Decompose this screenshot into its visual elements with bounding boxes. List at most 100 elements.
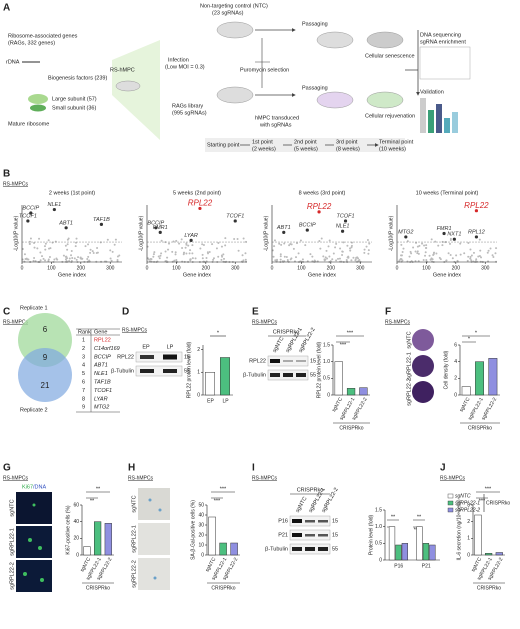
panel-e: CRISPRko sgNTC sgRPL22-1 sgRPL22-2 RPL22…	[243, 327, 364, 381]
background-point	[245, 260, 248, 263]
label: Cellular senescence	[365, 53, 415, 59]
rank: 5	[82, 371, 85, 377]
background-point	[205, 257, 208, 260]
y-axis-label: RPL22 protein level (fold)	[186, 341, 192, 398]
background-point	[449, 254, 452, 257]
label: (10 weeks)	[379, 146, 406, 152]
background-point	[412, 246, 415, 249]
background-point	[44, 248, 47, 251]
background-point	[242, 237, 245, 240]
background-point	[233, 238, 236, 241]
gene: RPL22	[94, 337, 111, 343]
background-point	[149, 257, 152, 260]
group-label: CRISPRko	[86, 585, 110, 591]
band	[140, 369, 154, 373]
panel-i: CRISPRko sgNTC sgRPL22-1 sgRPL22-2 P16 P…	[265, 487, 425, 555]
background-point	[449, 242, 452, 245]
background-point	[201, 253, 204, 256]
background-point	[44, 259, 47, 262]
background-point	[273, 239, 276, 242]
background-point	[201, 243, 204, 246]
panel-a: Ribosome-associated genes (RAGs, 332 gen…	[6, 3, 471, 152]
bar	[395, 544, 402, 561]
background-point	[168, 242, 171, 245]
background-point	[220, 245, 223, 248]
kda: 15	[184, 354, 190, 360]
background-point	[244, 240, 247, 243]
gene-label: LYAR	[184, 233, 198, 239]
background-point	[401, 259, 404, 262]
bar	[205, 372, 215, 396]
band-label: β-Tubulin	[243, 372, 266, 378]
y-tick-label: 0	[379, 557, 382, 563]
background-point	[295, 256, 298, 259]
gene-label: TAF1B	[93, 217, 110, 223]
background-point	[346, 244, 349, 247]
background-point	[86, 260, 89, 263]
background-point	[331, 258, 334, 261]
gene-point	[474, 209, 479, 213]
x-tick-label: sgNTC	[459, 396, 472, 413]
background-point	[422, 259, 425, 262]
y-tick-label: 50	[198, 502, 204, 508]
background-point	[367, 252, 370, 255]
bar	[429, 544, 436, 561]
y-tick-label: 0	[454, 392, 457, 398]
x-tick-label: 100	[422, 265, 431, 271]
background-point	[456, 259, 459, 262]
label: Infection	[168, 57, 189, 63]
background-point	[335, 242, 338, 245]
background-point	[430, 238, 433, 241]
gene: TCOF1	[94, 388, 112, 394]
venn-count: 9	[43, 353, 48, 362]
panel-j: *** ***	[476, 486, 500, 504]
gene-label: BCCIP	[22, 205, 39, 211]
background-point	[408, 255, 411, 258]
background-point	[318, 239, 321, 242]
background-point	[451, 257, 454, 260]
background-point	[335, 259, 338, 262]
background-point	[487, 249, 490, 252]
panel-label: D	[122, 307, 129, 318]
background-point	[70, 249, 73, 252]
background-point	[309, 253, 312, 256]
lane-label: EP	[142, 344, 150, 350]
band	[283, 360, 293, 362]
background-point	[366, 238, 369, 241]
y-tick-label: 0	[201, 552, 204, 558]
background-point	[111, 250, 114, 253]
background-point	[39, 251, 42, 254]
background-point	[328, 239, 331, 242]
background-point	[191, 252, 194, 255]
background-point	[474, 260, 477, 263]
background-point	[339, 260, 342, 263]
x-tick-label: 300	[106, 265, 115, 271]
group-label: CRISPRko	[339, 425, 363, 431]
y-tick-label: 1.5	[323, 342, 330, 348]
gene-point	[343, 219, 348, 223]
background-point	[491, 254, 494, 257]
background-point	[79, 256, 82, 259]
background-point	[477, 255, 480, 258]
background-point	[416, 245, 419, 248]
arrow	[405, 30, 418, 95]
background-point	[354, 258, 357, 261]
bar	[94, 521, 102, 556]
background-point	[29, 237, 32, 240]
table-header: Rank	[78, 329, 91, 335]
background-point	[365, 245, 368, 248]
x-tick-label: 100	[297, 265, 306, 271]
group-label: CRISPRko	[468, 425, 492, 431]
x-axis-label: Gene index	[308, 272, 336, 278]
y-axis-label: -Log10(P value)	[138, 215, 144, 251]
label: Non-targeting control (NTC)	[200, 3, 268, 9]
dish	[316, 91, 354, 109]
background-point	[64, 244, 67, 247]
row-label: sgRPL22-1	[406, 352, 412, 380]
rank: 7	[82, 388, 85, 394]
background-point	[478, 238, 481, 241]
significance: ***	[214, 498, 221, 504]
gene-point	[442, 231, 446, 236]
background-point	[202, 243, 205, 246]
y-tick-label: 4	[454, 359, 457, 365]
